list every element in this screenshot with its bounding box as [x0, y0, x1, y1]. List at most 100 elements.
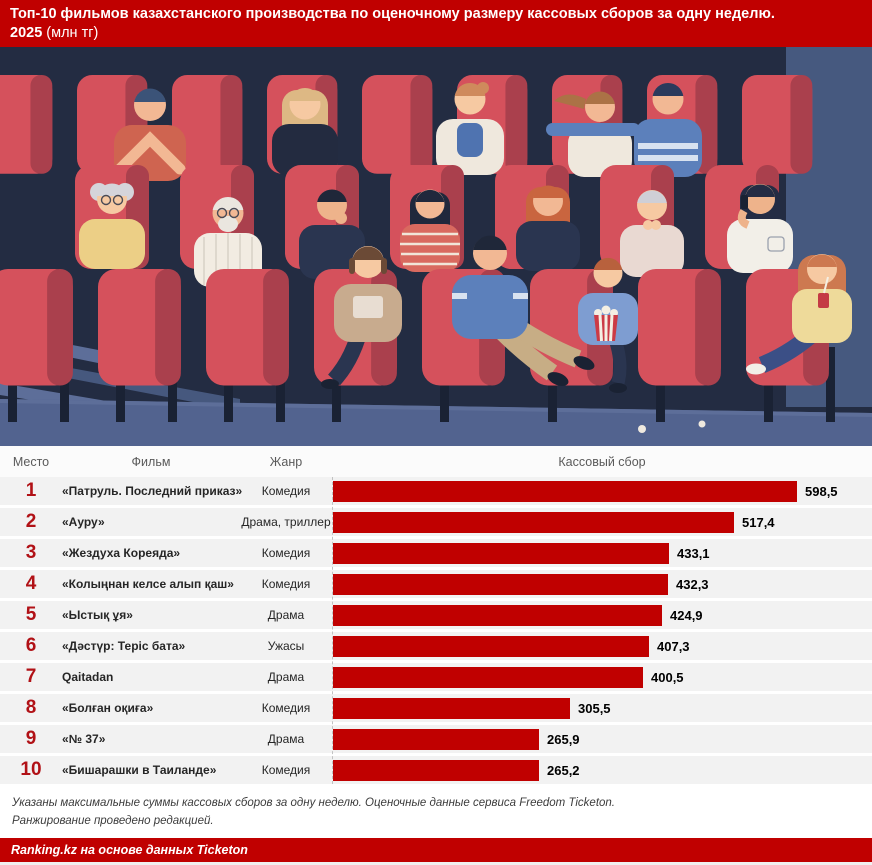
floor — [0, 399, 872, 446]
rank-number: 2 — [25, 511, 37, 532]
title-year: 2025 — [10, 25, 43, 41]
person-gray-hair-elder — [620, 190, 684, 277]
person-blue-sweater-man — [546, 82, 702, 177]
table-row: 8 «Болған оқиға» Комедия 305,5 — [0, 694, 872, 722]
table-row: 4 «Колыңнан келсе алып қаш» Комедия 432,… — [0, 570, 872, 598]
person-drink-girl — [746, 254, 852, 375]
cinema-scene — [0, 47, 872, 446]
box-office-value: 598,5 — [805, 483, 838, 499]
header-place: Место — [12, 454, 50, 469]
popcorn-crumb — [638, 425, 646, 433]
rank-number: 6 — [25, 635, 37, 656]
box-office-bar — [333, 759, 539, 781]
bar-cell: 407,3 — [332, 635, 872, 657]
box-office-value: 432,3 — [676, 576, 709, 592]
box-office-value: 517,4 — [742, 514, 775, 530]
box-office-value: 265,9 — [547, 731, 580, 747]
box-office-bar — [333, 573, 668, 595]
bar-cell: 400,5 — [332, 666, 872, 688]
header-film: Фильм — [131, 454, 171, 469]
film-genre: Драма — [267, 608, 305, 622]
box-office-value: 400,5 — [651, 669, 684, 685]
bar-cell: 598,5 — [332, 480, 872, 502]
header-box-office: Кассовый сбор — [558, 454, 646, 469]
rank-number: 4 — [25, 573, 37, 594]
person-ponytail-woman — [554, 91, 632, 177]
film-title: «Колыңнан келсе алып қаш» — [62, 577, 234, 591]
rank-number: 10 — [20, 759, 42, 780]
person-old-lady — [79, 183, 145, 269]
box-office-bar — [333, 480, 797, 502]
box-office-value: 424,9 — [670, 607, 703, 623]
box-office-bar — [333, 635, 649, 657]
box-office-bar — [333, 666, 643, 688]
footnote-line2: Ранжирование проведено редакцией. — [12, 814, 214, 827]
film-genre: Комедия — [261, 763, 311, 777]
person-striped-top-woman — [400, 189, 460, 272]
rank-number: 5 — [25, 604, 37, 625]
person-cardigan-woman — [436, 82, 504, 175]
table-row: 5 «Ыстық ұя» Драма 424,9 — [0, 601, 872, 629]
footnote: Указаны максимальные суммы кассовых сбор… — [0, 787, 872, 838]
box-office-bar — [333, 511, 734, 533]
film-genre: Комедия — [261, 546, 311, 560]
bar-cell: 517,4 — [332, 511, 872, 533]
film-genre: Комедия — [261, 577, 311, 591]
person-phone-man — [727, 184, 793, 273]
film-title: Qaitadan — [62, 670, 114, 684]
rank-number: 1 — [25, 480, 37, 501]
table-rows: 1 «Патруль. Последний приказ» Комедия 59… — [0, 477, 872, 784]
box-office-bar — [333, 604, 662, 626]
bar-cell: 432,3 — [332, 573, 872, 595]
bar-cell: 433,1 — [332, 542, 872, 564]
bar-cell: 305,5 — [332, 697, 872, 719]
box-office-value: 265,2 — [547, 762, 580, 778]
person-leaning-man — [114, 88, 186, 181]
title-unit: (млн тг) — [46, 25, 99, 41]
person-ginger-woman — [516, 185, 580, 271]
film-genre: Драма — [267, 670, 305, 684]
table-row: 2 «Ауру» Драма, триллер 517,4 — [0, 508, 872, 536]
film-genre: Ужасы — [267, 639, 305, 653]
film-genre: Драма — [267, 732, 305, 746]
table-row: 10 «Бишарашки в Таиланде» Комедия 265,2 — [0, 756, 872, 784]
table-row: 7 Qaitadan Драма 400,5 — [0, 663, 872, 691]
box-office-value: 433,1 — [677, 545, 710, 561]
table-header: Место Фильм Жанр Кассовый сбор — [0, 446, 872, 477]
person-old-man — [194, 196, 262, 287]
film-title: «№ 37» — [62, 732, 106, 746]
person-front-man — [452, 235, 595, 386]
film-title: «Ыстық ұя» — [62, 608, 133, 622]
person-blonde-woman — [272, 87, 338, 176]
film-title: «Патруль. Последний приказ» — [62, 484, 243, 498]
film-genre: Драма, триллер — [241, 515, 331, 529]
popcorn-crumb — [698, 420, 706, 428]
box-office-value: 407,3 — [657, 638, 690, 654]
film-title: «Ауру» — [62, 515, 105, 529]
person-navy-boy — [299, 189, 365, 279]
table-row: 6 «Дәстүр: Теріс бата» Ужасы 407,3 — [0, 632, 872, 660]
footer-credit-bar: Ranking.kz на основе данных Ticketon — [0, 838, 872, 865]
rank-number: 7 — [25, 666, 37, 687]
person-popcorn-boy — [578, 257, 638, 393]
box-office-value: 305,5 — [578, 700, 611, 716]
film-title: «Бишарашки в Таиланде» — [62, 763, 217, 777]
film-genre: Комедия — [261, 484, 311, 498]
rank-number: 8 — [25, 697, 37, 718]
popcorn-bucket — [594, 305, 618, 342]
table-row: 1 «Патруль. Последний приказ» Комедия 59… — [0, 477, 872, 505]
bar-cell: 265,9 — [332, 728, 872, 750]
cinema-audience-illustration — [0, 47, 872, 446]
footnote-line1: Указаны максимальные суммы кассовых сбор… — [12, 797, 616, 809]
box-office-bar — [333, 697, 570, 719]
box-office-bar — [333, 728, 539, 750]
title-line1: Топ-10 фильмов казахстанского производст… — [10, 6, 775, 22]
film-title: «Болған оқиға» — [62, 701, 154, 715]
film-title: «Дәстүр: Теріс бата» — [62, 639, 186, 653]
rank-number: 3 — [25, 542, 37, 563]
title-line2: 2025 (млн тг) — [10, 24, 862, 43]
bar-cell: 424,9 — [332, 604, 872, 626]
table-row: 9 «№ 37» Драма 265,9 — [0, 725, 872, 753]
film-title: «Жездуха Кореяда» — [62, 546, 181, 560]
